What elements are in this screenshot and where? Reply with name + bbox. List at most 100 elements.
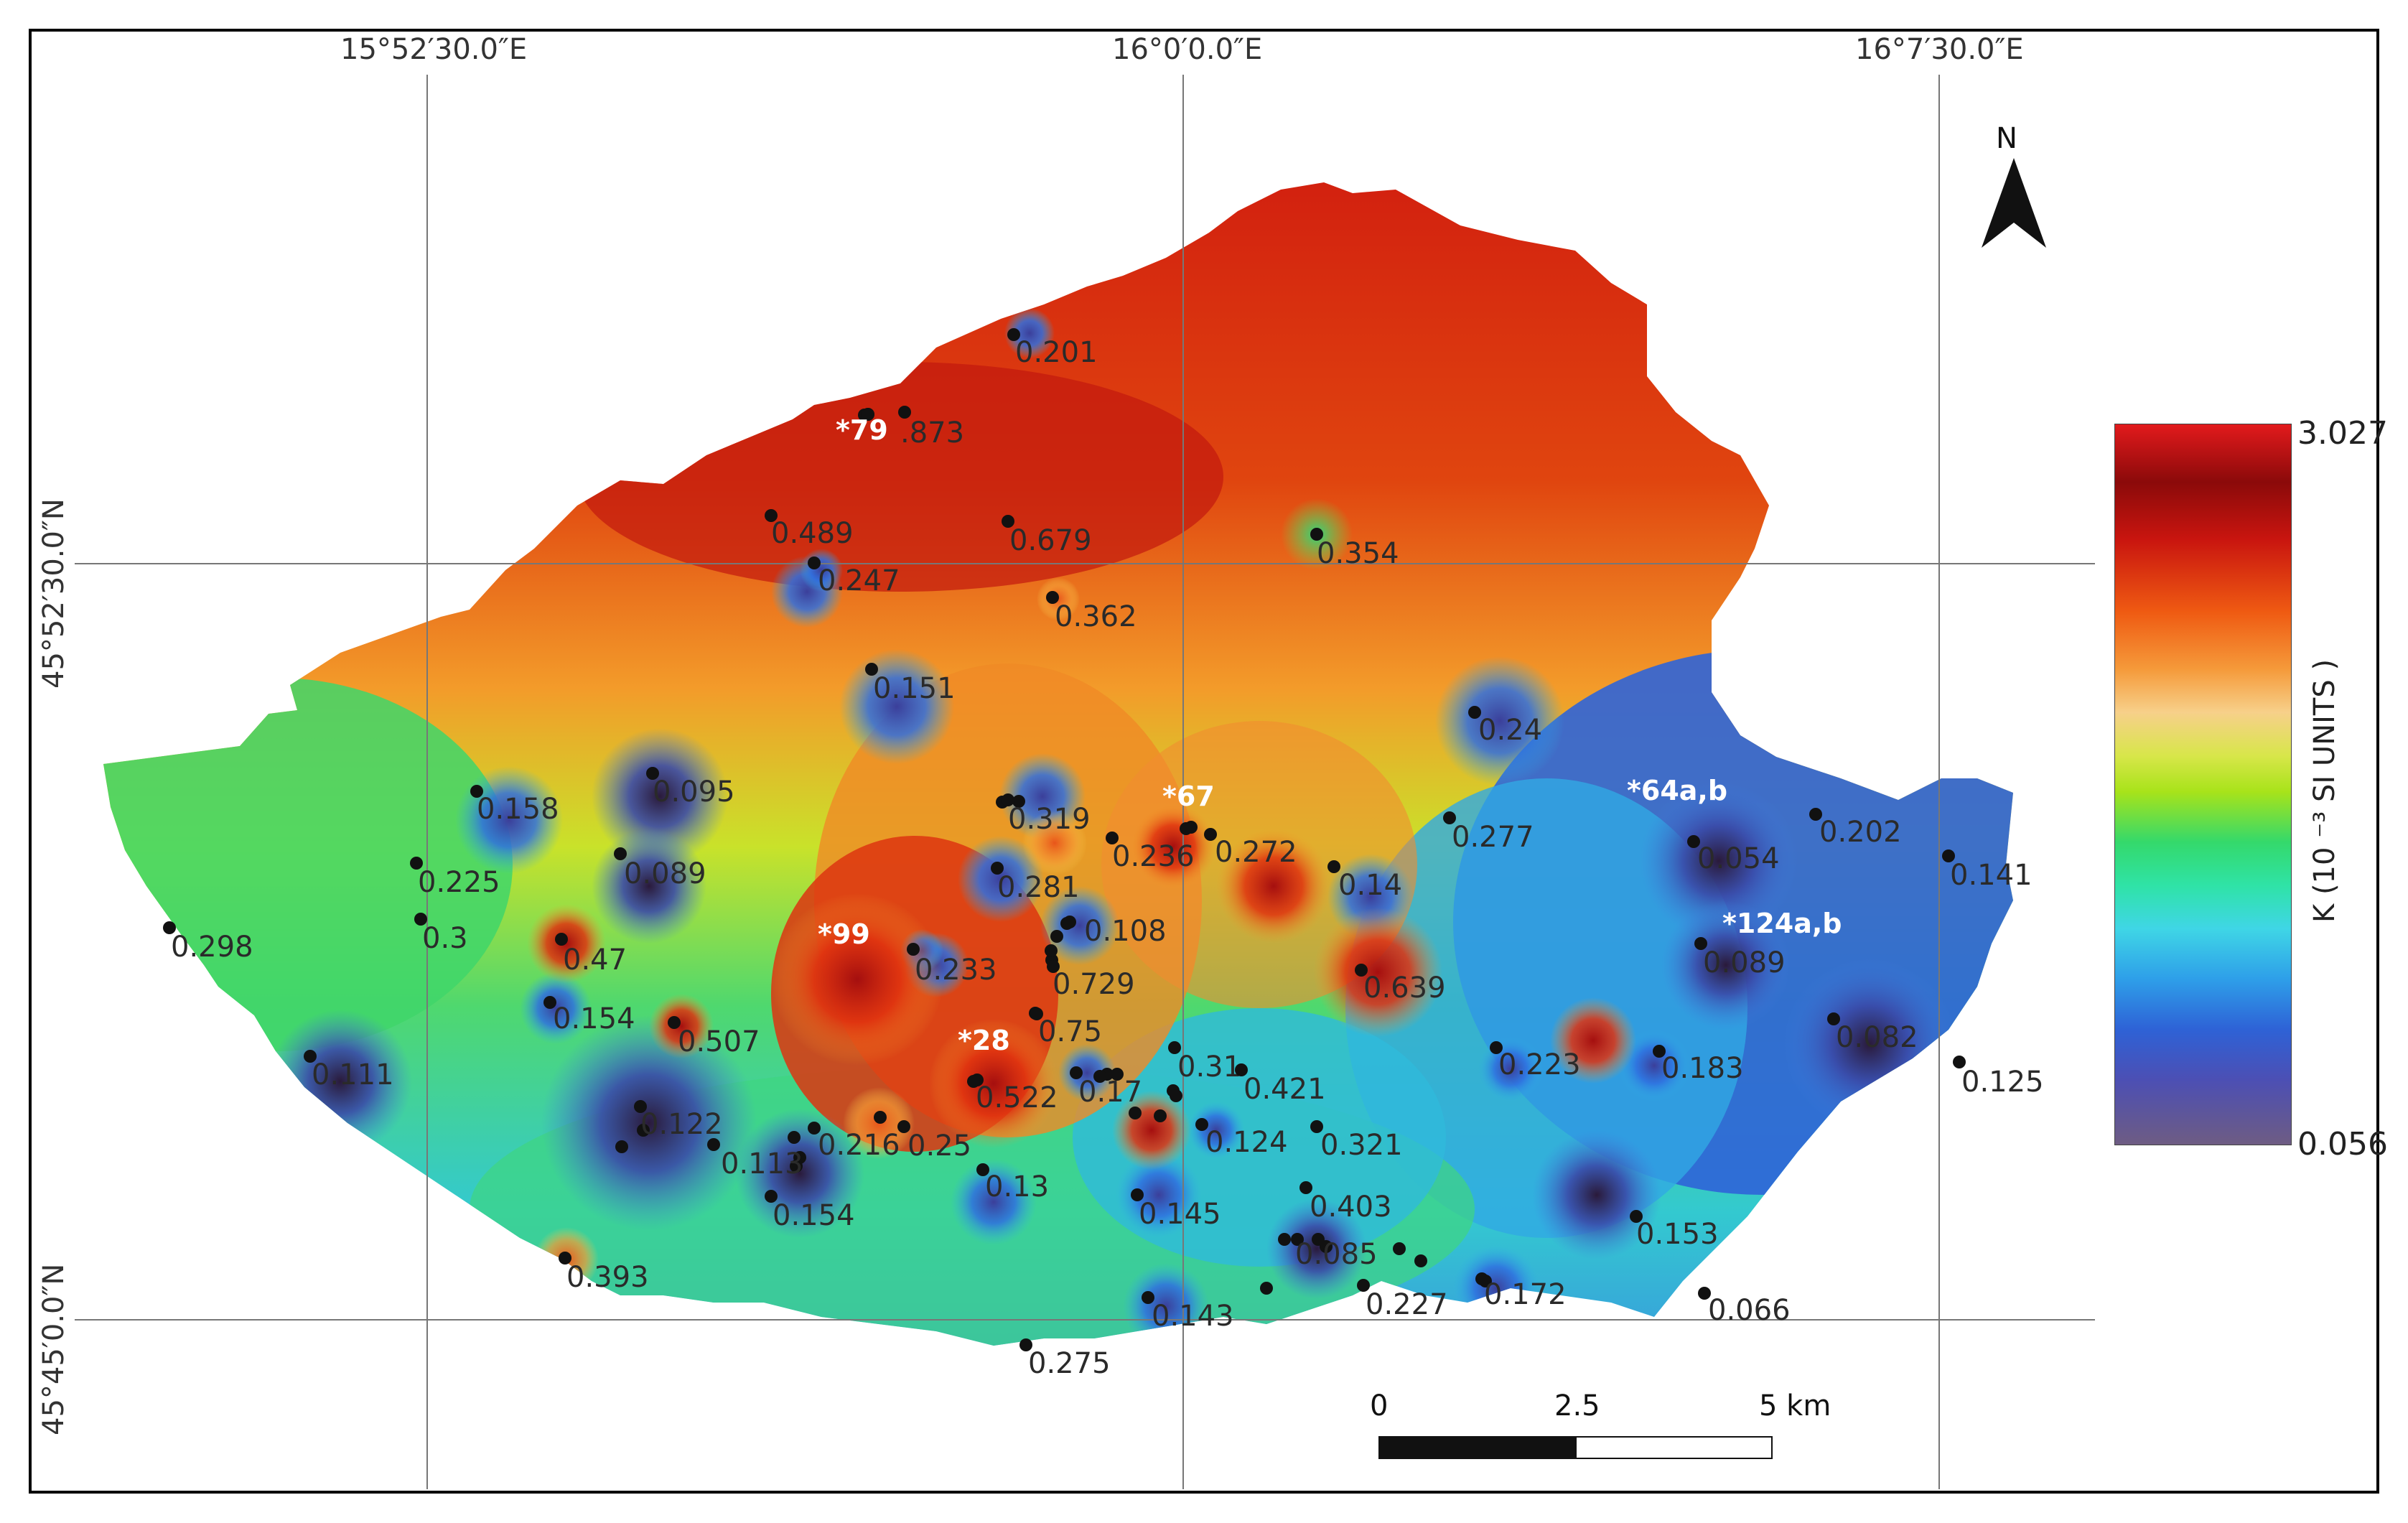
sample-point-dot (1310, 1120, 1323, 1133)
scale-label-mid: 2.5 (1554, 1389, 1600, 1422)
sample-point-dot (1007, 328, 1020, 341)
sample-point-dot (1490, 1041, 1503, 1054)
sample-point-label: 0.125 (1961, 1066, 2044, 1099)
sample-point-label: 0.143 (1152, 1300, 1234, 1333)
sample-point-dot (1299, 1181, 1312, 1194)
sample-point-label: 0.75 (1038, 1015, 1102, 1048)
sample-point-label: 0.113 (721, 1147, 803, 1180)
sample-point-dot (765, 1190, 778, 1203)
sample-point-label: 0.095 (653, 776, 735, 809)
sample-point-dot (1030, 1007, 1043, 1020)
sample-point-dot (1357, 1279, 1370, 1292)
lat-label-1: 45°52′30.0″N (37, 498, 70, 689)
sample-point-dot (1687, 835, 1700, 848)
sample-point-label: 0.639 (1363, 972, 1446, 1005)
sample-point-dot (637, 1124, 650, 1137)
sample-point-label: 0.362 (1055, 600, 1137, 633)
sample-point-label: 0.111 (312, 1058, 394, 1091)
sample-point-label: 0.275 (1028, 1347, 1111, 1380)
sample-point-dot (1111, 1068, 1124, 1081)
sample-point-label: 0.183 (1661, 1052, 1744, 1085)
sample-point-dot (1443, 811, 1456, 824)
sample-points-layer: 0.201 .873 0.489 0.679 0.247 0.354 0.362 0.151 0… (163, 328, 2044, 1380)
sample-point-dot (470, 785, 483, 798)
sample-point-label: 0.729 (1053, 968, 1135, 1001)
sample-point-label: 0.31 (1177, 1051, 1241, 1084)
sample-point-label: 0.489 (771, 517, 854, 550)
site-label: *79 (836, 414, 888, 446)
sample-point-dot (163, 921, 176, 934)
sample-point-dot (707, 1138, 720, 1151)
sample-point-label: 0.3 (422, 922, 468, 955)
sample-point-dot (634, 1100, 647, 1113)
sample-point-dot (1019, 1338, 1032, 1351)
sample-point-dot (1235, 1063, 1248, 1076)
sample-point-dot (1154, 1109, 1167, 1122)
sample-point-label: 0.066 (1708, 1294, 1791, 1327)
legend-title: K (10 ⁻³ SI UNITS ) (2308, 658, 2341, 923)
sample-point-label: 0.223 (1498, 1048, 1581, 1081)
sample-point-dot (1310, 528, 1323, 541)
sample-point-dot (1468, 706, 1481, 719)
sample-point-dot (991, 862, 1004, 875)
map-frame: 0.201 .873 0.489 0.679 0.247 0.354 0.362 0.151 0… (29, 29, 2379, 1494)
site-label: *99 (818, 918, 870, 950)
sample-point-label: 0.507 (678, 1025, 760, 1058)
lon-label-3: 16°7′30.0″E (1855, 33, 2024, 66)
sample-point-dot (1953, 1056, 1966, 1068)
sample-point-dot (1002, 793, 1014, 806)
sample-point-label: 0.216 (818, 1129, 900, 1162)
sample-point-label: 0.319 (1008, 803, 1091, 836)
sample-point-label: 0.154 (553, 1002, 635, 1035)
legend-max-label: 3.027 (2297, 415, 2388, 452)
site-labels-layer: *79 *67 *64a,b *124a,b *99 *28 (818, 414, 1842, 1056)
sample-point-label: 0.25 (907, 1130, 971, 1163)
sample-point-dot (1312, 1233, 1325, 1246)
sample-point-label: 0.089 (1703, 946, 1786, 979)
sample-point-dot (614, 847, 627, 860)
sample-point-dot (862, 408, 874, 421)
sample-point-dot (1046, 591, 1059, 604)
sample-point-label: 0.277 (1452, 821, 1534, 854)
sample-point-label: 0.124 (1205, 1126, 1288, 1159)
sample-point-label: 0.054 (1697, 842, 1780, 875)
sample-point-dot (1355, 964, 1368, 977)
sample-point-dot (1414, 1254, 1427, 1267)
sample-point-label: 0.085 (1295, 1238, 1378, 1271)
sample-point-dot (1047, 960, 1060, 973)
sample-point-dot (1809, 808, 1822, 821)
sample-point-dot (1131, 1188, 1144, 1201)
legend-min-label: 0.056 (2297, 1126, 2388, 1163)
sample-point-dot (1327, 860, 1340, 873)
sample-point-dot (1393, 1242, 1406, 1255)
sample-point-dot (1185, 821, 1198, 834)
susceptibility-map: 0.201 .873 0.489 0.679 0.247 0.354 0.362 0.151 0… (75, 75, 2095, 1489)
north-arrow-label: N (1996, 122, 2017, 155)
sample-point-dot (765, 509, 778, 522)
sample-point-label: 0.47 (563, 944, 627, 977)
north-arrow-icon (1982, 158, 2046, 248)
sample-point-dot (615, 1140, 628, 1153)
sample-point-dot (1694, 937, 1707, 950)
sample-point-label: 0.272 (1215, 836, 1297, 869)
sample-point-label: 0.158 (477, 793, 559, 826)
sample-point-dot (1827, 1012, 1840, 1025)
sample-point-dot (1093, 1070, 1106, 1083)
sample-point-label: 0.247 (818, 564, 900, 597)
legend-color-ramp (2114, 424, 2292, 1145)
sample-point-dot (304, 1050, 317, 1063)
lon-label-1: 15°52′30.0″E (340, 33, 528, 66)
sample-point-dot (1002, 515, 1014, 528)
sample-point-label: 0.172 (1484, 1278, 1567, 1311)
sample-point-label: 0.236 (1112, 840, 1195, 873)
sample-point-dot (1070, 1066, 1083, 1079)
sample-point-dot (897, 1120, 910, 1133)
sample-point-label: 0.281 (997, 871, 1080, 904)
sample-point-dot (976, 1163, 989, 1176)
sample-point-label: 0.233 (915, 954, 997, 987)
graticule (75, 75, 2095, 1489)
sample-point-label: 0.227 (1366, 1288, 1448, 1321)
sample-point-dot (543, 996, 556, 1009)
sample-point-dot (907, 943, 920, 956)
site-label: *64a,b (1627, 775, 1727, 806)
